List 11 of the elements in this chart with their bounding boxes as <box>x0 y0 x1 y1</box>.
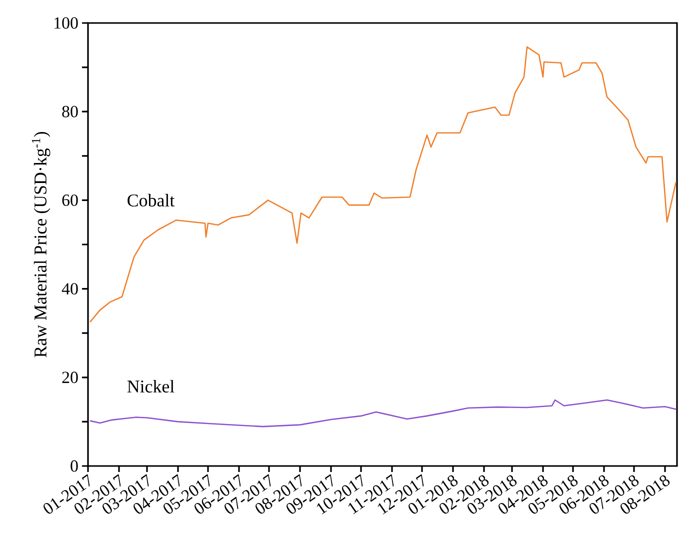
y-axis-title: Raw Material Price (USD·kg$^{-1}$) <box>32 132 50 358</box>
y-tick-label: 80 <box>62 106 78 118</box>
line-series <box>89 399 677 428</box>
series-label: Cobalt <box>128 194 175 206</box>
y-tick-label: 100 <box>54 17 78 29</box>
y-tick-label: 20 <box>62 372 78 384</box>
series-label: Nickel <box>127 380 174 393</box>
y-tick-label: 40 <box>62 283 78 295</box>
y-tick-label: 60 <box>62 194 78 206</box>
y-tick-label: 0 <box>70 460 78 472</box>
line-series <box>89 46 677 323</box>
